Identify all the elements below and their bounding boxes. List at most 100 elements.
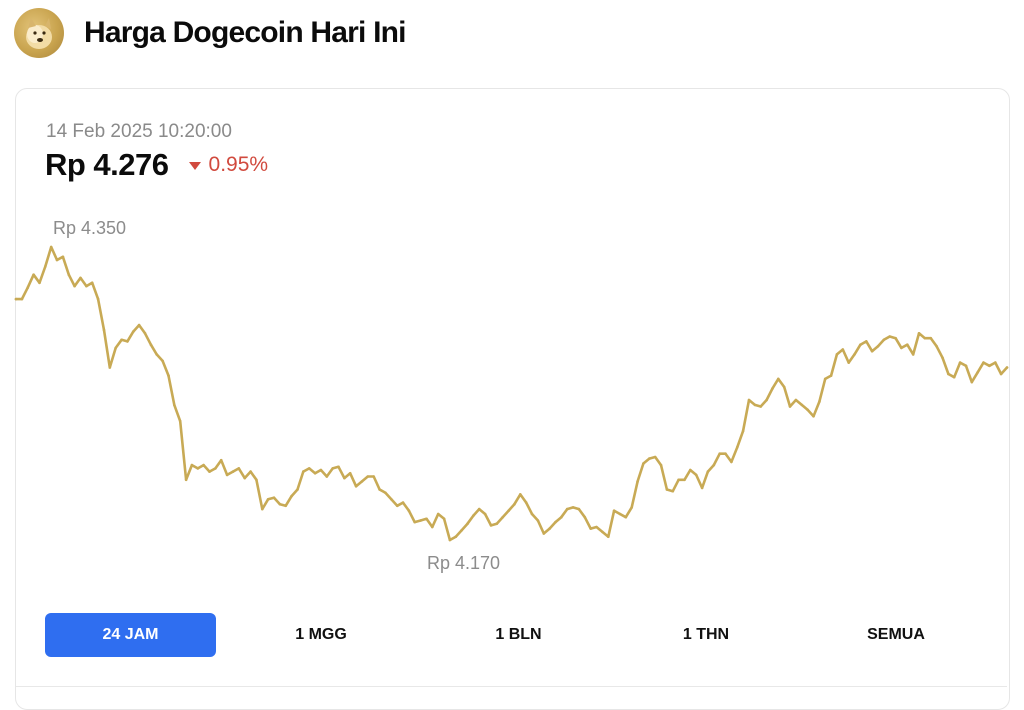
price-point-122 <box>730 460 733 464</box>
price-point-165 <box>982 361 985 364</box>
price-point-94 <box>565 507 569 511</box>
price-point-51 <box>313 472 317 475</box>
price-point-53 <box>325 475 329 478</box>
price-point-152 <box>906 343 909 347</box>
price-point-57 <box>348 472 352 475</box>
price-point-100 <box>601 530 604 534</box>
price-point-168 <box>999 372 1003 376</box>
tab-1-mgg[interactable]: 1 MGG <box>295 626 347 643</box>
price-point-139 <box>829 374 833 377</box>
price-point-29 <box>184 478 188 482</box>
price-point-30 <box>190 463 194 467</box>
price-point-86 <box>519 493 522 496</box>
high-price-label: Rp 4.350 <box>53 218 127 238</box>
price-point-11 <box>79 276 82 280</box>
price-point-73 <box>442 517 446 521</box>
price-point-34 <box>214 467 217 470</box>
price-point-126 <box>753 403 757 407</box>
price-point-54 <box>331 467 335 470</box>
price-point-40 <box>249 470 252 473</box>
price-point-134 <box>800 403 804 407</box>
price-point-19 <box>126 340 129 343</box>
price-change: 0.95% <box>188 153 269 177</box>
price-point-78 <box>472 514 475 517</box>
price-point-145 <box>865 340 868 343</box>
price-point-12 <box>85 284 88 288</box>
price-point-131 <box>782 385 786 389</box>
tab-1-thn[interactable]: 1 THN <box>682 626 730 643</box>
price-point-7 <box>55 258 59 262</box>
price-point-18 <box>120 338 123 342</box>
price-point-107 <box>642 462 645 465</box>
price-point-161 <box>958 361 962 364</box>
tab-semua[interactable]: SEMUA <box>867 626 925 643</box>
price-point-115 <box>689 468 692 472</box>
price-point-156 <box>929 336 933 340</box>
price-point-96 <box>577 507 581 511</box>
price-point-38 <box>237 467 241 470</box>
price-point-141 <box>841 348 845 351</box>
price-point-47 <box>290 494 293 498</box>
price-point-20 <box>132 330 135 333</box>
price-point-113 <box>677 478 680 482</box>
price-point-9 <box>67 273 71 277</box>
price-point-43 <box>266 498 270 501</box>
price-point-59 <box>360 480 364 483</box>
price-point-50 <box>307 467 311 470</box>
price-point-118 <box>706 470 710 473</box>
page-header: Harga Dogecoin Hari Ini <box>14 8 406 58</box>
tab-1-bln[interactable]: 1 BLN <box>495 626 542 643</box>
price-point-84 <box>507 509 510 512</box>
price-point-135 <box>806 408 809 412</box>
price-point-93 <box>560 515 563 519</box>
price-point-117 <box>700 486 704 490</box>
price-point-125 <box>747 398 751 402</box>
price-point-103 <box>618 512 622 516</box>
price-change-value: 0.95% <box>208 153 269 176</box>
page-title: Harga Dogecoin Hari Ini <box>84 16 406 49</box>
price-point-136 <box>812 415 815 418</box>
price-point-56 <box>343 476 346 480</box>
price-point-75 <box>454 535 458 538</box>
price-point-39 <box>243 476 246 480</box>
price-point-138 <box>823 377 827 381</box>
price-point-111 <box>665 488 669 491</box>
price-point-14 <box>96 297 100 301</box>
price-point-4 <box>38 281 41 285</box>
price-point-13 <box>90 281 94 285</box>
price-point-147 <box>876 345 880 348</box>
price-point-16 <box>108 366 112 369</box>
price-line-chart[interactable] <box>0 0 1024 692</box>
price-point-88 <box>530 512 534 516</box>
price-point-102 <box>612 509 616 512</box>
price-point-37 <box>231 470 235 473</box>
price-point-133 <box>794 398 798 402</box>
price-point-76 <box>460 528 464 532</box>
price-point-101 <box>607 535 610 538</box>
price-point-6 <box>49 245 53 249</box>
price-point-124 <box>741 429 745 433</box>
price-point-105 <box>630 506 633 509</box>
price-point-169 <box>1005 366 1009 369</box>
price-point-92 <box>554 520 557 524</box>
price-point-63 <box>384 491 387 495</box>
price-point-64 <box>390 498 393 501</box>
price-point-17 <box>114 346 117 350</box>
price-row: Rp 4.276 0.95% <box>45 146 268 184</box>
price-point-0 <box>14 297 18 301</box>
price-point-35 <box>219 458 223 462</box>
price-point-121 <box>724 452 727 456</box>
price-point-5 <box>44 265 47 268</box>
current-price: Rp 4.276 <box>45 147 169 182</box>
tab-24-jam[interactable]: 24 JAM <box>45 613 216 657</box>
price-point-27 <box>173 403 176 407</box>
price-point-81 <box>489 524 493 527</box>
price-point-130 <box>777 377 780 381</box>
price-point-98 <box>589 527 592 530</box>
price-point-129 <box>771 387 774 390</box>
price-point-72 <box>436 512 440 516</box>
price-point-151 <box>900 346 903 350</box>
price-point-85 <box>513 502 516 506</box>
price-point-79 <box>477 507 481 511</box>
price-point-3 <box>32 273 35 277</box>
